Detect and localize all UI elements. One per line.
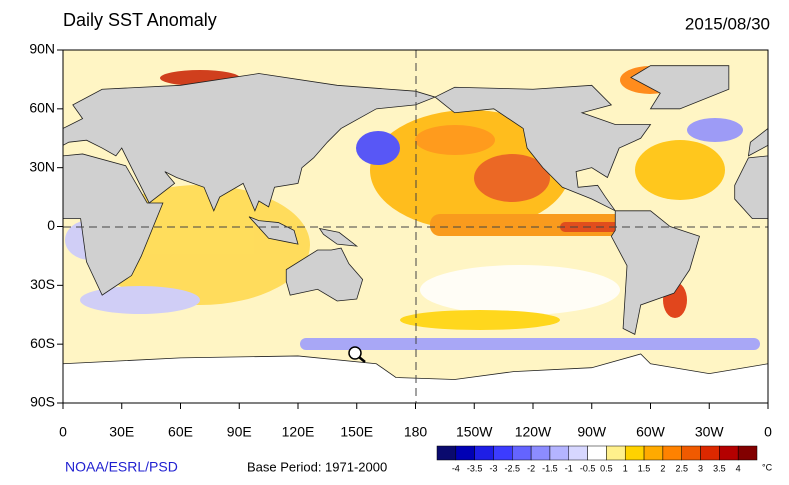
zoom-icon[interactable]: [348, 346, 366, 363]
colorbar-label: 2.5: [675, 463, 688, 473]
map-area: [63, 50, 768, 403]
colorbar-label: 1: [623, 463, 628, 473]
colorbar-box: [530, 445, 551, 461]
colorbar-box: [568, 445, 588, 461]
colorbar-box: [587, 445, 607, 461]
continent: [734, 155, 768, 220]
lon-label: 150E: [340, 424, 373, 440]
colorbar-label: -2.5: [505, 463, 521, 473]
continent: [747, 127, 768, 157]
lon-label: 90E: [227, 424, 252, 440]
lon-label: 60E: [168, 424, 193, 440]
lon-label: 150W: [456, 424, 493, 440]
anomaly-field: [65, 66, 760, 350]
base-period: Base Period: 1971-2000: [247, 459, 387, 474]
colorbar-box: [455, 445, 475, 461]
colorbar-label: -2: [527, 463, 535, 473]
lat-label: 0: [47, 217, 55, 233]
colorbar-label: -3.5: [467, 463, 483, 473]
lat-label: 30S: [30, 276, 55, 292]
continent: [630, 65, 730, 110]
colorbar-label: 4: [736, 463, 741, 473]
title: Daily SST Anomaly: [63, 10, 217, 30]
colorbar-label: 1.5: [638, 463, 651, 473]
continent: [63, 73, 437, 212]
colorbar-label: -3: [489, 463, 497, 473]
colorbar-label: -0.5: [580, 463, 596, 473]
lon-label: 60W: [636, 424, 666, 440]
colorbar-label: -4: [452, 463, 460, 473]
continent: [434, 84, 652, 212]
source: NOAA/ESRL/PSD: [65, 459, 178, 475]
lon-label: 0: [764, 424, 772, 440]
continent: [610, 210, 700, 335]
colorbar-box: [643, 445, 664, 461]
continent: [63, 153, 164, 296]
colorbar-box: [624, 445, 645, 461]
continent: [248, 216, 299, 245]
colorbar-box: [493, 445, 513, 461]
lon-label: 180: [404, 424, 428, 440]
colorbar-box: [512, 445, 532, 461]
colorbar-label: -1.5: [542, 463, 558, 473]
lat-label: 90N: [29, 41, 55, 57]
colorbar-unit: °C: [762, 462, 773, 472]
lat-label: 90S: [30, 394, 55, 410]
colorbar-box: [700, 445, 720, 461]
colorbar-box: [606, 445, 626, 461]
colorbar-box: [474, 445, 494, 461]
lat-label: 60S: [30, 335, 55, 351]
lon-label: 120E: [282, 424, 315, 440]
colorbar-label: 0.5: [600, 463, 613, 473]
antarctica: [767, 363, 768, 403]
colorbar-box: [436, 445, 457, 461]
colorbar-box: [737, 445, 758, 461]
colorbar-label: -1: [565, 463, 573, 473]
colorbar: -4 -3.5 -3 -2.5 -2 -1.5 -1 -0.5 0.5 1 1.5 2 2.5 3 3.5 4: [436, 445, 758, 473]
colorbar-box: [549, 445, 570, 461]
date: 2015/08/30: [685, 14, 770, 33]
lon-label: 120W: [515, 424, 552, 440]
lon-label: 30W: [695, 424, 725, 440]
colorbar-label: 2: [660, 463, 665, 473]
colorbar-label: 3: [698, 463, 703, 473]
colorbar-box: [681, 445, 701, 461]
continent: [318, 227, 359, 247]
colorbar-box: [719, 445, 739, 461]
lon-label: 0: [59, 424, 67, 440]
lon-label: 30E: [109, 424, 134, 440]
continent: [285, 247, 364, 302]
lon-label: 90W: [577, 424, 607, 440]
colorbar-box: [662, 445, 682, 461]
lat-label: 30N: [29, 158, 55, 174]
colorbar-label: 3.5: [713, 463, 726, 473]
lat-label: 60N: [29, 100, 55, 116]
